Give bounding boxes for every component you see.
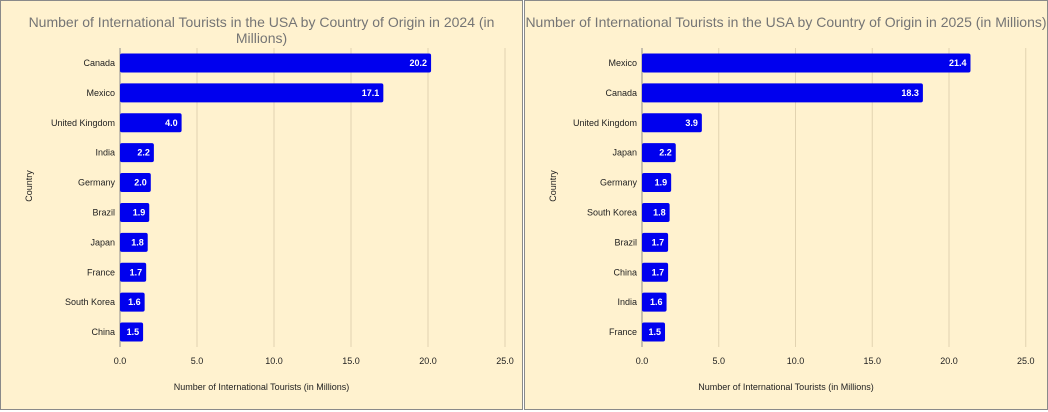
category-label: France [87, 267, 115, 277]
bar [120, 322, 144, 342]
bar-chart-2024: 0.0 5.0 10.0 15.0 20.0 25.0 Canada 20.2 Mexico 17… [51, 48, 514, 366]
bar [120, 292, 145, 312]
x-tick-label: 10.0 [787, 356, 805, 366]
category-label: China [613, 267, 637, 277]
x-tick-label: 25.0 [1017, 356, 1035, 366]
data-label: 20.2 [410, 58, 428, 68]
category-label: Canada [605, 88, 637, 98]
x-tick-label: 20.0 [940, 356, 958, 366]
bar [642, 83, 923, 103]
chart-panel-2024: Number of International Tourists in the … [0, 0, 523, 410]
data-label: 4.0 [165, 118, 178, 128]
data-label: 2.2 [137, 148, 150, 158]
x-tick-label: 0.0 [114, 356, 127, 366]
category-label: China [91, 327, 115, 337]
data-label: 3.9 [685, 118, 698, 128]
bar [120, 53, 432, 73]
bar [120, 83, 384, 103]
chart-panel-2025: Number of International Tourists in the … [524, 0, 1048, 410]
bar [120, 262, 147, 282]
data-label: 1.6 [650, 297, 663, 307]
data-label: 1.7 [652, 267, 665, 277]
data-label: 1.9 [133, 207, 146, 217]
category-label: South Korea [65, 297, 115, 307]
x-tick-label: 0.0 [636, 356, 649, 366]
data-label: 18.3 [901, 88, 919, 98]
bar [120, 202, 150, 222]
category-label: Brazil [614, 237, 637, 247]
x-tick-label: 20.0 [419, 356, 437, 366]
category-label: Japan [612, 148, 637, 158]
category-label: India [95, 148, 115, 158]
x-axis-label: Number of International Tourists (in Mil… [173, 382, 350, 392]
data-label: 2.0 [134, 178, 147, 188]
bar [642, 53, 971, 73]
category-label: France [609, 327, 637, 337]
x-tick-label: 25.0 [496, 356, 514, 366]
x-tick-label: 15.0 [342, 356, 360, 366]
bar [642, 143, 676, 163]
data-label: 1.7 [652, 237, 665, 247]
category-label: Mexico [608, 58, 637, 68]
chart-title: Number of International Tourists in the … [525, 14, 1047, 30]
bar [120, 143, 154, 163]
data-label: 17.1 [362, 88, 380, 98]
bar [642, 173, 672, 193]
category-label: Germany [600, 178, 638, 188]
bar [642, 292, 667, 312]
data-label: 2.2 [659, 148, 672, 158]
bar [642, 232, 669, 252]
data-label: 1.6 [128, 297, 141, 307]
bar [642, 262, 669, 282]
category-label: Brazil [92, 207, 115, 217]
category-label: Canada [83, 58, 115, 68]
chart-title: Number of International Tourists in the … [28, 14, 495, 46]
x-axis-label: Number of International Tourists (in Mil… [698, 382, 874, 392]
data-label: 1.5 [649, 327, 662, 337]
category-label: Mexico [86, 88, 115, 98]
category-label: United Kingdom [573, 118, 637, 128]
data-label: 21.4 [949, 58, 967, 68]
x-tick-label: 5.0 [191, 356, 204, 366]
category-label: India [617, 297, 637, 307]
category-label: Germany [78, 178, 116, 188]
x-tick-label: 5.0 [712, 356, 725, 366]
category-label: South Korea [587, 207, 637, 217]
bar-chart-2025: 0.0 5.0 10.0 15.0 20.0 25.0 Mexico 21.4 Canada 18… [573, 48, 1035, 366]
data-label: 1.5 [127, 327, 140, 337]
data-label: 1.7 [130, 267, 143, 277]
bar [642, 322, 666, 342]
data-label: 1.8 [131, 237, 144, 247]
category-label: United Kingdom [51, 118, 115, 128]
data-label: 1.9 [655, 178, 668, 188]
bar [642, 202, 670, 222]
x-tick-label: 10.0 [265, 356, 283, 366]
bar [642, 113, 702, 133]
data-label: 1.8 [653, 207, 666, 217]
bar [120, 173, 151, 193]
x-tick-label: 15.0 [863, 356, 881, 366]
bar [120, 113, 182, 133]
category-label: Japan [90, 237, 115, 247]
bar [120, 232, 148, 252]
